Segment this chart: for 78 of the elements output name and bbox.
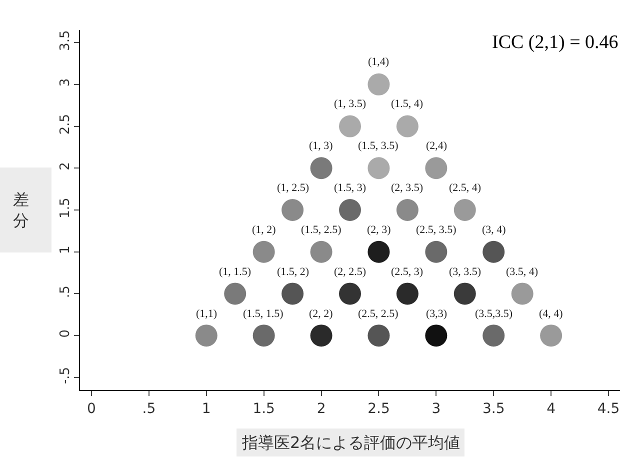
point <box>396 282 418 305</box>
point <box>425 324 448 347</box>
point <box>252 324 275 347</box>
point <box>282 282 304 305</box>
annotation: (1, 3.5) <box>334 98 366 110</box>
x-tick-label: 2.5 <box>368 400 390 417</box>
point <box>195 324 218 347</box>
annotation: (3.5,3.5) <box>475 308 513 320</box>
point <box>482 324 505 347</box>
point <box>454 282 476 305</box>
annotation: (1.5, 2) <box>277 266 310 278</box>
point <box>368 324 390 347</box>
annotation: (1, 3) <box>309 140 334 152</box>
annotation: (3,3) <box>426 308 448 320</box>
y-tick-label: 3 <box>58 78 73 87</box>
x-tick-label: 2 <box>316 400 326 417</box>
point <box>310 240 332 263</box>
point <box>310 157 332 180</box>
point <box>368 157 390 180</box>
annotation: (1, 2) <box>252 224 276 236</box>
annotation: (1, 1.5) <box>219 266 252 278</box>
annotation: (2,4) <box>426 140 448 152</box>
x-tick-label: 1.5 <box>252 400 275 417</box>
annotation: (1, 2.5) <box>277 182 310 194</box>
annotation: (1.5, 2.5) <box>301 224 342 236</box>
annotation: (2.5, 3) <box>391 266 424 278</box>
annotation: (3.5, 4) <box>506 266 538 278</box>
y-tick-label: 3.5 <box>58 30 73 51</box>
point <box>511 282 534 305</box>
point <box>540 324 562 347</box>
annotation: (3, 3.5) <box>449 266 482 278</box>
point <box>252 240 275 263</box>
point <box>224 282 246 305</box>
annotation: (2, 2) <box>309 308 334 320</box>
x-tick-label: 0 <box>87 400 96 417</box>
y-tick-label: .5 <box>58 286 73 298</box>
annotation: ICC (2,1) = 0.46 <box>492 32 618 53</box>
point <box>425 240 448 263</box>
y-axis-title: 差分 <box>13 190 29 230</box>
annotation: (3, 4) <box>482 224 506 236</box>
point <box>282 199 304 221</box>
x-tick-label: 4 <box>546 400 556 417</box>
x-tick-label: .5 <box>142 400 156 417</box>
y-tick-label: 2.5 <box>58 114 73 135</box>
point <box>396 199 418 221</box>
x-tick-label: 3.5 <box>482 400 505 417</box>
annotation: (2.5, 2.5) <box>358 308 399 320</box>
point <box>368 240 390 263</box>
y-tick-label: 2 <box>58 162 73 170</box>
point <box>310 324 332 347</box>
annotation: (1,4) <box>368 56 390 68</box>
point <box>368 73 390 96</box>
annotation: (2.5, 3.5) <box>416 224 457 236</box>
y-tick-label: -.5 <box>58 366 73 384</box>
annotation: (2, 3.5) <box>391 182 424 194</box>
annotation: (1,1) <box>196 308 218 320</box>
annotation: (2, 3) <box>367 224 392 236</box>
x-tick-label: 3 <box>432 400 441 417</box>
y-tick-label: 1 <box>58 246 73 254</box>
annotation: (2, 2.5) <box>334 266 366 278</box>
point <box>425 157 448 180</box>
annotation: (1.5, 3) <box>334 182 366 194</box>
y-tick-label: 0 <box>58 329 73 338</box>
point <box>339 282 361 305</box>
point <box>482 240 505 263</box>
x-tick-label: 4.5 <box>597 400 620 417</box>
point <box>339 199 361 221</box>
y-tick-label: 1.5 <box>58 198 73 218</box>
x-axis-title: 指導医2名による評価の平均値 <box>241 433 460 452</box>
point <box>396 115 418 138</box>
point <box>339 115 361 138</box>
annotation: (1.5, 4) <box>391 98 424 110</box>
annotation: (4, 4) <box>539 308 564 320</box>
annotation: (2.5, 4) <box>449 182 482 194</box>
point <box>454 199 476 221</box>
annotation: (1.5, 3.5) <box>358 140 399 152</box>
x-tick-label: 1 <box>202 400 211 417</box>
annotation: (1.5, 1.5) <box>243 308 284 320</box>
